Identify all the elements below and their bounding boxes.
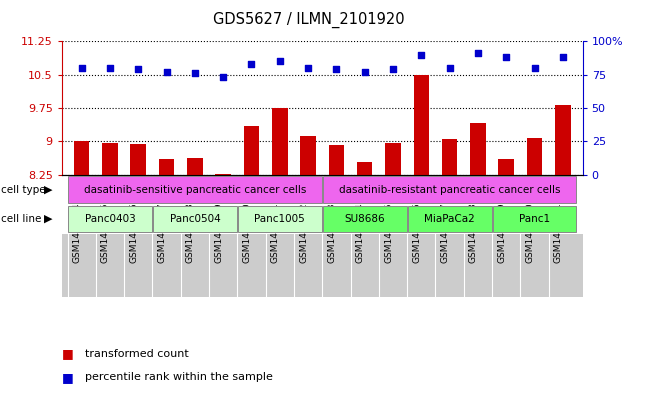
Bar <box>442 139 458 175</box>
Bar <box>323 176 576 203</box>
Text: cell type: cell type <box>1 185 46 195</box>
Text: dasatinib-sensitive pancreatic cancer cells: dasatinib-sensitive pancreatic cancer ce… <box>84 185 306 195</box>
Bar <box>243 126 259 175</box>
Text: GDS5627 / ILMN_2101920: GDS5627 / ILMN_2101920 <box>214 12 405 28</box>
Bar <box>68 176 322 203</box>
Bar <box>300 136 316 175</box>
Point <box>76 65 87 71</box>
Bar <box>413 75 429 175</box>
Point <box>105 65 115 71</box>
Text: transformed count: transformed count <box>85 349 188 359</box>
Point <box>501 54 512 61</box>
Point <box>416 51 426 58</box>
Bar <box>470 123 486 175</box>
Text: cell line: cell line <box>1 214 42 224</box>
Bar <box>329 145 344 175</box>
Bar <box>130 144 146 175</box>
Text: Panc1: Panc1 <box>519 214 550 224</box>
Bar <box>408 206 492 232</box>
Bar <box>159 159 174 175</box>
Point <box>388 66 398 72</box>
Text: Panc0504: Panc0504 <box>169 214 220 224</box>
Text: Panc0403: Panc0403 <box>85 214 135 224</box>
Bar <box>385 143 401 175</box>
Bar <box>272 108 288 175</box>
Point <box>246 61 256 67</box>
Bar <box>323 206 407 232</box>
Point <box>133 66 143 72</box>
Text: Panc1005: Panc1005 <box>255 214 305 224</box>
Bar <box>102 143 118 175</box>
Point <box>189 70 200 77</box>
Bar <box>153 206 237 232</box>
Text: ■: ■ <box>62 347 74 360</box>
Text: ■: ■ <box>62 371 74 384</box>
Text: MiaPaCa2: MiaPaCa2 <box>424 214 475 224</box>
Text: ▶: ▶ <box>44 185 52 195</box>
Bar <box>499 159 514 175</box>
Point <box>558 54 568 61</box>
Text: percentile rank within the sample: percentile rank within the sample <box>85 372 273 382</box>
Bar <box>555 105 571 175</box>
Bar <box>215 174 231 175</box>
Bar <box>493 206 576 232</box>
Text: ▶: ▶ <box>44 214 52 224</box>
Point <box>161 69 172 75</box>
Point <box>331 66 342 72</box>
Point <box>529 65 540 71</box>
Bar <box>187 158 202 175</box>
Bar <box>68 206 152 232</box>
Point <box>275 58 285 64</box>
Bar <box>357 162 372 175</box>
Bar <box>527 138 542 175</box>
Bar <box>74 141 89 175</box>
Point <box>473 50 483 57</box>
Bar <box>238 206 322 232</box>
Point <box>303 65 313 71</box>
Point <box>218 74 229 81</box>
Point <box>359 69 370 75</box>
Text: SU8686: SU8686 <box>344 214 385 224</box>
Text: dasatinib-resistant pancreatic cancer cells: dasatinib-resistant pancreatic cancer ce… <box>339 185 561 195</box>
Point <box>445 65 455 71</box>
